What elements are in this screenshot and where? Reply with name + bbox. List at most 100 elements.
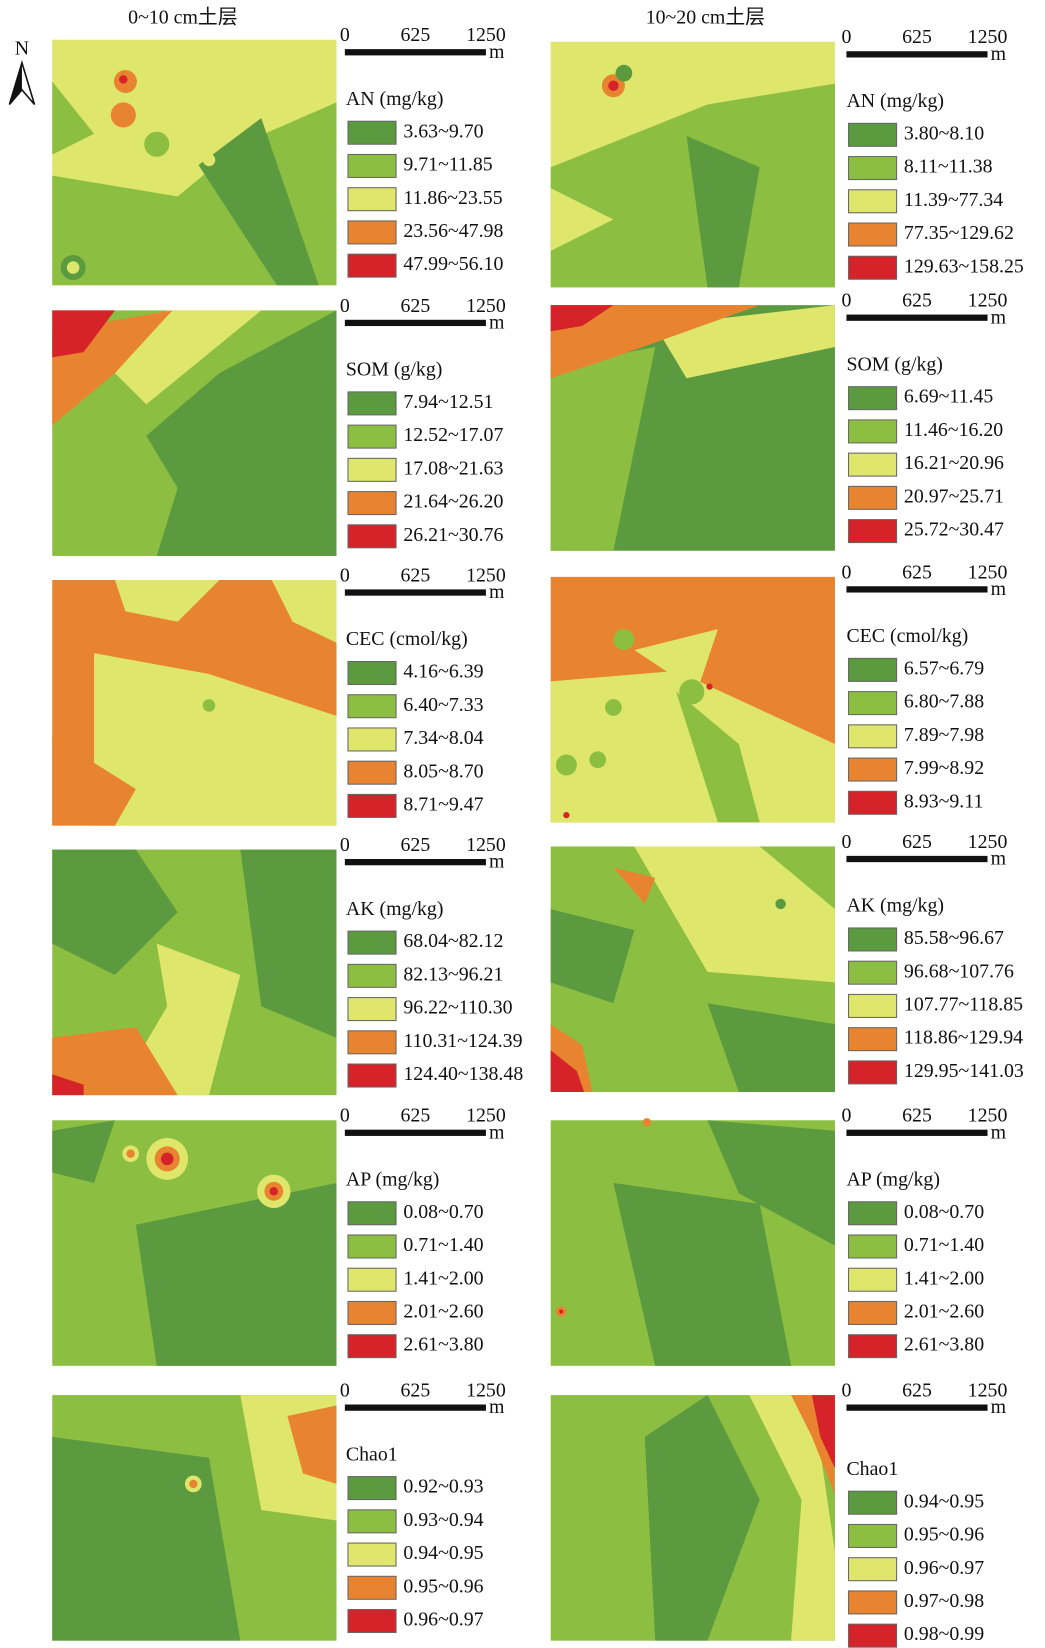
legend-swatch xyxy=(849,1268,897,1291)
legend-swatch xyxy=(849,758,897,781)
scale-bar xyxy=(345,1404,486,1410)
legend-swatch xyxy=(849,486,897,509)
map-zone xyxy=(706,683,712,689)
map-zone xyxy=(274,935,312,973)
legend-swatch xyxy=(849,1491,897,1514)
scale-unit: m xyxy=(991,43,1007,65)
legend-swatch xyxy=(849,190,897,213)
scale-unit: m xyxy=(489,312,505,334)
north-label: N xyxy=(15,38,29,60)
scale-label: 0 xyxy=(340,834,350,856)
scale-unit: m xyxy=(991,848,1007,870)
map-zone xyxy=(605,699,622,716)
legend-swatch xyxy=(348,1202,396,1225)
map-zone xyxy=(608,80,618,90)
legend-label: 0.97~0.98 xyxy=(904,1590,984,1612)
scale-bar xyxy=(846,1130,987,1136)
legend-label: 129.63~158.25 xyxy=(904,255,1024,277)
legend-swatch xyxy=(849,692,897,715)
legend-swatch xyxy=(849,928,897,951)
scale-label: 625 xyxy=(902,1105,932,1127)
legend-label: 0.96~0.97 xyxy=(403,1609,483,1631)
legend-label: 7.94~12.51 xyxy=(403,391,493,413)
legend-title: AK (mg/kg) xyxy=(346,898,444,920)
legend-label: 0.94~0.95 xyxy=(403,1542,483,1564)
scale-unit: m xyxy=(489,1396,505,1418)
scale-label: 0 xyxy=(841,561,851,583)
legend-swatch xyxy=(348,728,396,751)
scale-label: 0 xyxy=(340,24,350,46)
map xyxy=(551,305,835,551)
legend-swatch xyxy=(849,123,897,146)
legend-label: 17.08~21.63 xyxy=(403,457,503,479)
legend-label: 124.40~138.48 xyxy=(403,1063,523,1085)
legend-swatch xyxy=(348,525,396,548)
legend-title: CEC (cmol/kg) xyxy=(846,625,968,647)
map-zone xyxy=(775,899,785,909)
map xyxy=(551,577,835,823)
legend-label: 0.71~1.40 xyxy=(904,1234,984,1256)
legend-swatch xyxy=(348,1064,396,1087)
legend-title: CEC (cmol/kg) xyxy=(346,628,468,650)
scale-label: 0 xyxy=(340,1105,350,1127)
legend-swatch xyxy=(348,1301,396,1324)
legend-swatch xyxy=(348,964,396,987)
scale-label: 625 xyxy=(902,831,932,853)
legend-label: 20.97~25.71 xyxy=(904,485,1004,507)
scale-unit: m xyxy=(991,578,1007,600)
legend-label: 6.80~7.88 xyxy=(904,691,984,713)
legend-swatch xyxy=(849,420,897,443)
legend-swatch xyxy=(849,1028,897,1051)
legend-label: 7.99~8.92 xyxy=(904,757,984,779)
legend-label: 9.71~11.85 xyxy=(403,154,492,176)
scale-label: 0 xyxy=(841,26,851,48)
legend-label: 110.31~124.39 xyxy=(403,1030,522,1052)
legend-label: 2.01~2.60 xyxy=(904,1301,984,1323)
legend-swatch xyxy=(348,1268,396,1291)
scale-label: 625 xyxy=(401,564,431,586)
legend-swatch xyxy=(849,1202,897,1225)
legend-label: 2.01~2.60 xyxy=(403,1301,483,1323)
legend-label: 6.40~7.33 xyxy=(403,694,483,716)
legend-swatch xyxy=(348,1543,396,1566)
legend-label: 68.04~82.12 xyxy=(403,930,503,952)
scale-unit: m xyxy=(991,1396,1007,1418)
map-zone xyxy=(161,1153,174,1166)
scale-label: 0 xyxy=(841,1380,851,1402)
legend-label: 85.58~96.67 xyxy=(904,927,1004,949)
map-zone xyxy=(679,679,704,704)
legend-swatch xyxy=(348,998,396,1021)
legend-label: 26.21~30.76 xyxy=(403,524,503,546)
legend-swatch xyxy=(849,157,897,180)
legend-label: 107.77~118.85 xyxy=(904,993,1023,1015)
map-zone xyxy=(559,1309,563,1313)
legend-title: AP (mg/kg) xyxy=(346,1168,440,1190)
legend-label: 16.21~20.96 xyxy=(904,452,1004,474)
legend-label: 0.95~0.96 xyxy=(904,1524,984,1546)
map-zone xyxy=(556,755,577,776)
legend-swatch xyxy=(348,154,396,177)
legend-swatch xyxy=(849,387,897,410)
legend-swatch xyxy=(849,1624,897,1647)
scale-label: 625 xyxy=(902,1380,932,1402)
legend-label: 118.86~129.94 xyxy=(904,1027,1023,1049)
scale-unit: m xyxy=(489,41,505,63)
map-zone xyxy=(203,699,216,712)
map xyxy=(551,846,835,1092)
legend-swatch xyxy=(348,254,396,277)
column-title: 0~10 cm土层 xyxy=(128,6,237,28)
legend-label: 6.69~11.45 xyxy=(904,386,993,408)
legend-label: 0.96~0.97 xyxy=(904,1557,984,1579)
legend-label: 7.34~8.04 xyxy=(403,727,483,749)
legend-swatch xyxy=(348,931,396,954)
map-zone xyxy=(563,812,569,818)
legend-swatch xyxy=(849,1061,897,1084)
scale-label: 0 xyxy=(841,831,851,853)
map-zone xyxy=(119,75,127,83)
scale-label: 0 xyxy=(340,295,350,317)
legend-label: 8.71~9.47 xyxy=(403,793,483,815)
legend-swatch xyxy=(849,1558,897,1581)
scale-bar xyxy=(345,1130,486,1136)
scale-label: 625 xyxy=(401,1380,431,1402)
scale-bar xyxy=(846,586,987,592)
